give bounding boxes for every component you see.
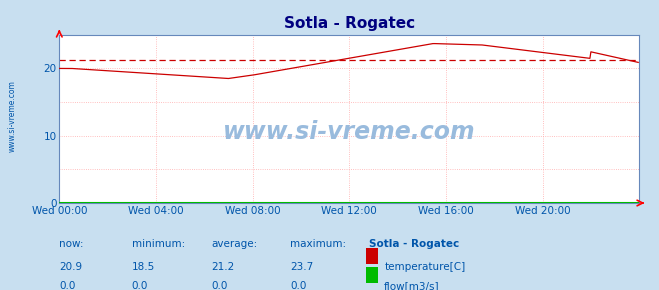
Text: 23.7: 23.7 [290,262,313,272]
Text: Sotla - Rogatec: Sotla - Rogatec [369,239,459,249]
Text: temperature[C]: temperature[C] [384,262,465,272]
Text: minimum:: minimum: [132,239,185,249]
Text: www.si-vreme.com: www.si-vreme.com [223,120,476,144]
Text: now:: now: [59,239,84,249]
Text: maximum:: maximum: [290,239,346,249]
Text: 0.0: 0.0 [59,281,76,290]
Text: www.si-vreme.com: www.si-vreme.com [8,80,17,152]
Text: 0.0: 0.0 [211,281,227,290]
Text: 18.5: 18.5 [132,262,155,272]
Text: 21.2: 21.2 [211,262,234,272]
Text: flow[m3/s]: flow[m3/s] [384,281,440,290]
Text: 0.0: 0.0 [132,281,148,290]
Text: average:: average: [211,239,257,249]
Title: Sotla - Rogatec: Sotla - Rogatec [284,16,415,31]
Text: 20.9: 20.9 [59,262,82,272]
Text: 0.0: 0.0 [290,281,306,290]
